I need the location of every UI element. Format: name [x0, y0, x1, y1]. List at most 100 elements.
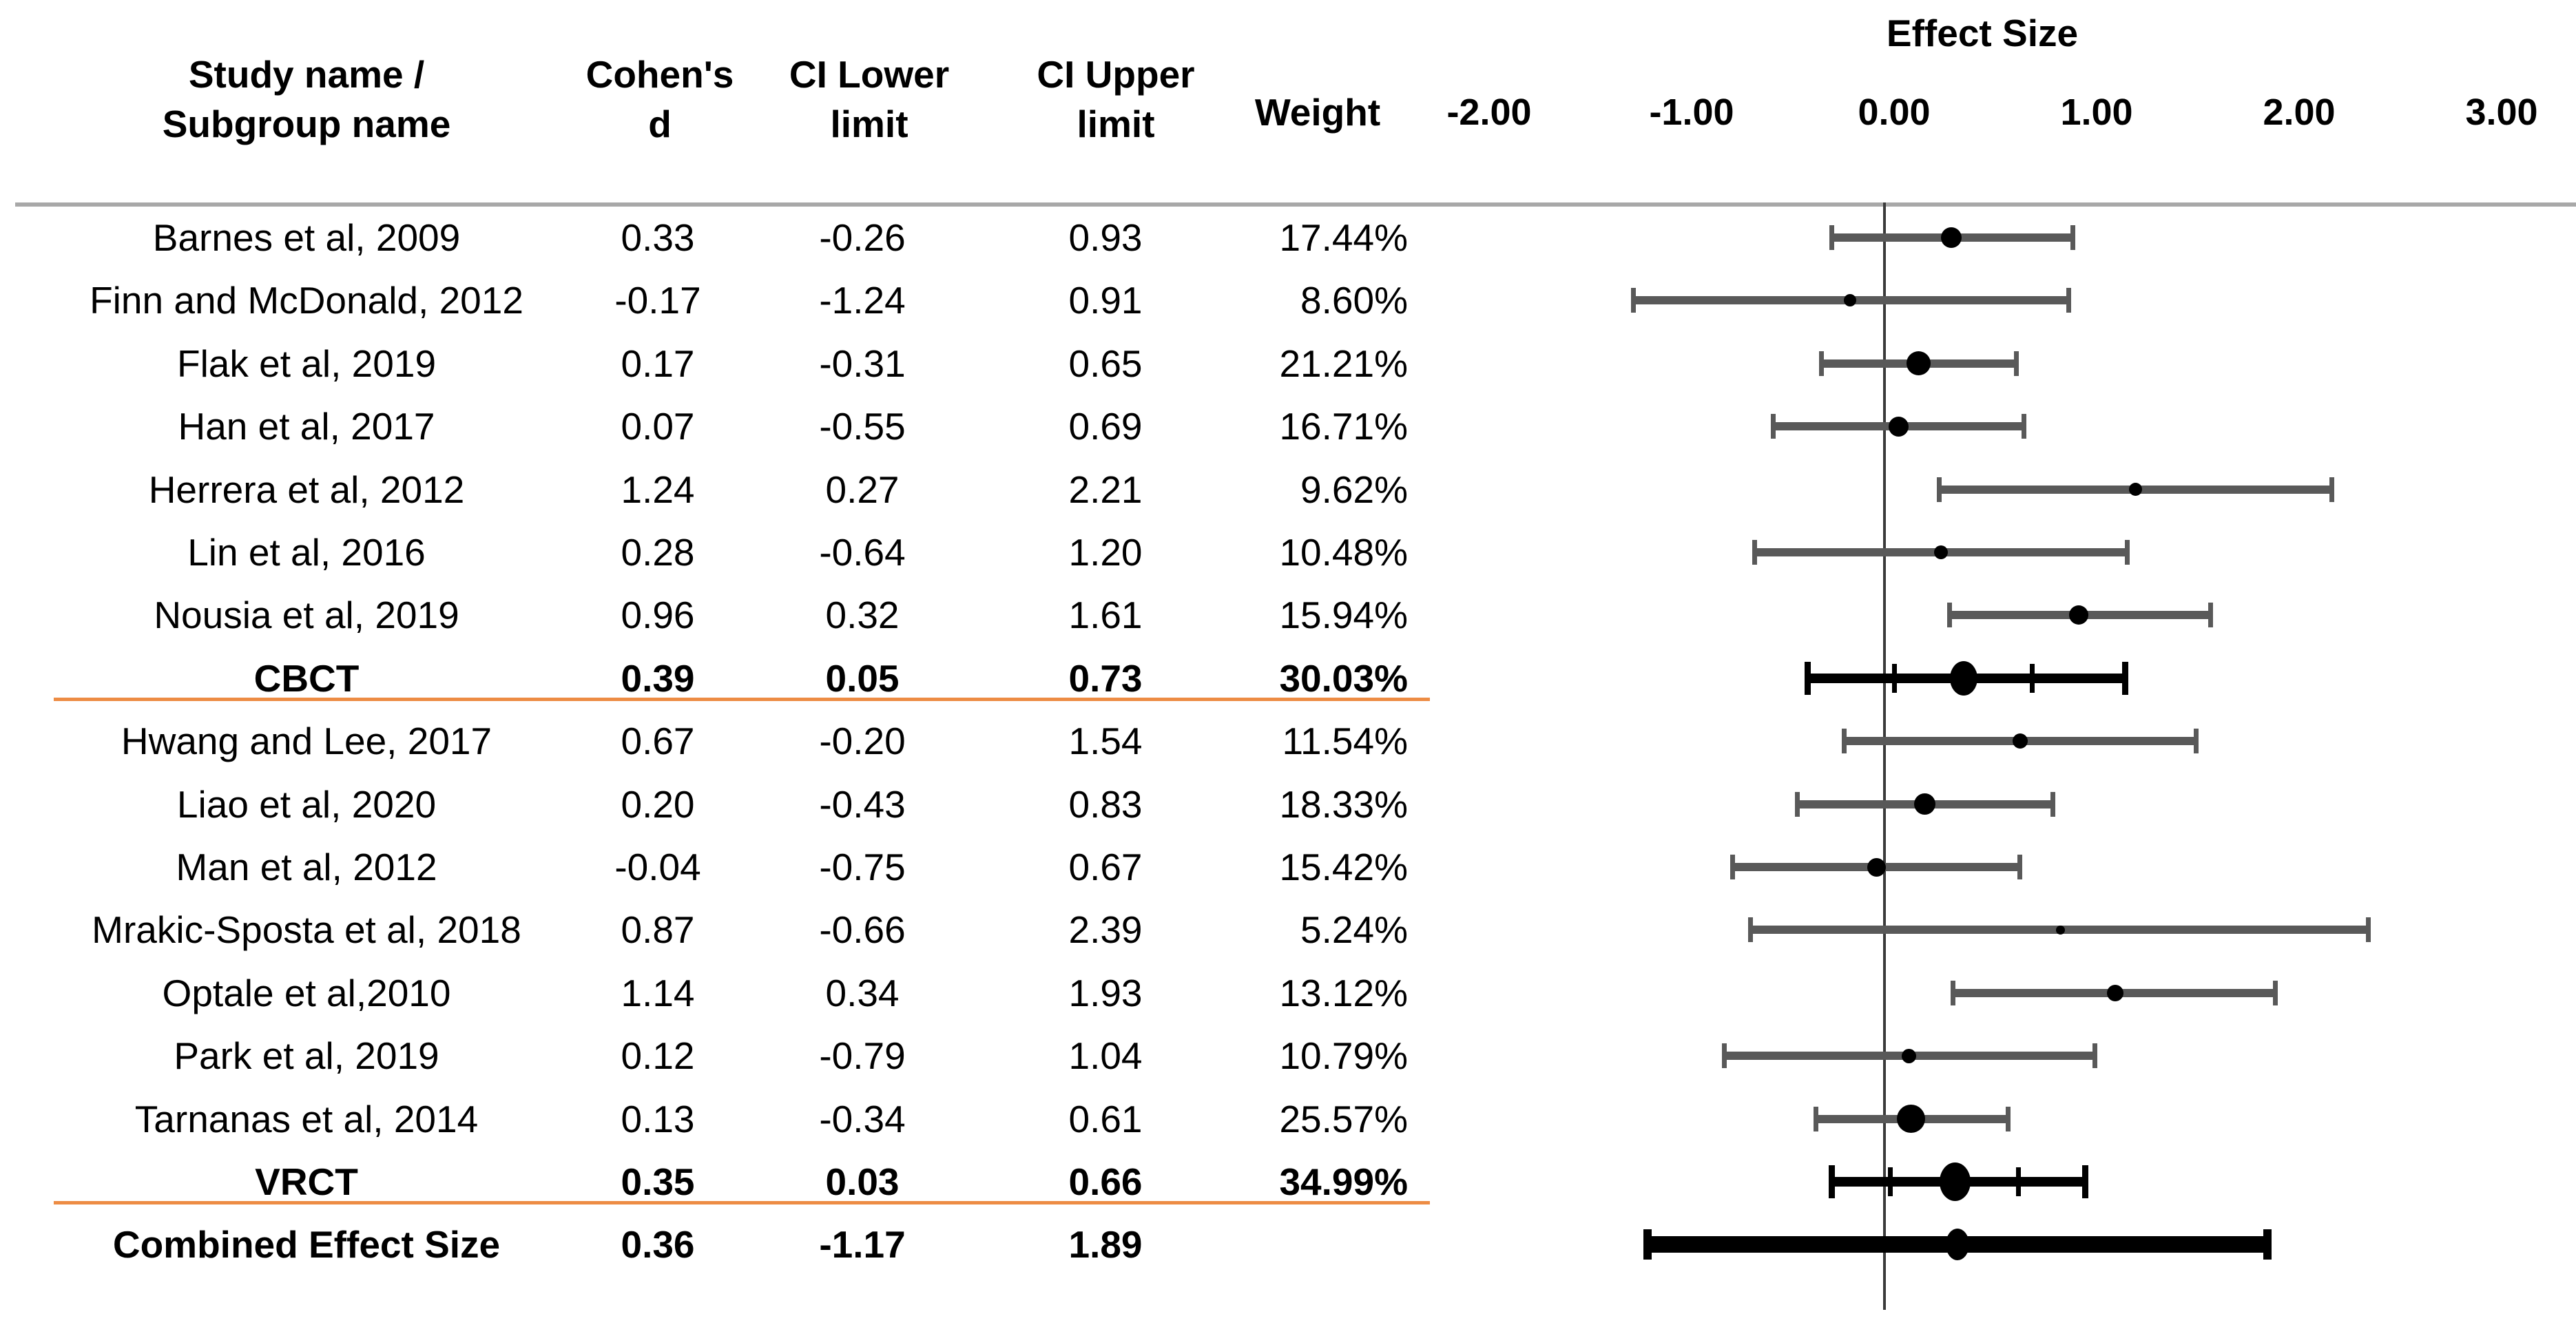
weight-value: 5.24%: [1300, 908, 1408, 952]
study-name: Barnes et al, 2009: [152, 216, 461, 259]
ci-upper-value: 1.89: [1068, 1223, 1143, 1266]
col-header-weight: Weight: [1254, 91, 1381, 134]
cohens-d-value: 0.36: [621, 1223, 695, 1266]
effect-size-dot: [2012, 733, 2028, 749]
cohens-d-value: 0.33: [621, 216, 695, 259]
weight-value: 13.12%: [1279, 971, 1408, 1014]
ci-lower-value: -0.34: [819, 1097, 906, 1140]
subgroup-divider-line: [54, 1201, 1430, 1204]
subgroup-divider-line: [54, 697, 1430, 701]
cohens-d-value: 0.17: [621, 342, 695, 385]
cohens-d-value: 0.12: [621, 1034, 695, 1078]
ci-lower-value: -0.66: [819, 908, 906, 952]
cohens-d-value: 0.67: [621, 720, 695, 763]
ci-cap-right: [2017, 855, 2023, 879]
ci-cap-right: [2366, 917, 2371, 943]
weight-value: 25.57%: [1279, 1097, 1408, 1140]
study-name: VRCT: [255, 1160, 358, 1203]
weight-value: 15.94%: [1279, 594, 1408, 637]
effect-size-dot: [1867, 857, 1886, 877]
ci-cap-right: [2272, 980, 2278, 1005]
ci-cap-left: [1752, 540, 1758, 565]
cohens-d-value: -0.17: [614, 279, 701, 322]
ci-upper-value: 0.67: [1068, 846, 1143, 888]
ci-cap-left: [1730, 855, 1735, 879]
ci-upper-value: 0.93: [1068, 216, 1143, 259]
ci-cap-left: [1936, 477, 1942, 502]
x-axis-tick-label: 2.00: [2263, 92, 2336, 133]
ci-lower-value: 0.05: [825, 656, 900, 700]
ci-upper-value: 0.66: [1068, 1160, 1143, 1203]
cohens-d-value: 1.24: [621, 468, 695, 511]
cohens-d-value: -0.04: [614, 846, 701, 888]
study-name: Nousia et al, 2019: [154, 594, 459, 637]
ci-lower-value: -0.79: [819, 1034, 906, 1078]
ci-lower-value: 0.27: [825, 468, 900, 511]
ci-lower-value: 0.32: [825, 594, 900, 637]
combined-summary-dot: [1945, 1229, 1969, 1261]
ci-lower-value: -0.55: [819, 405, 906, 448]
zero-reference-line: [1883, 202, 1886, 1310]
prediction-cap-right: [2122, 661, 2129, 695]
cohens-d-value: 0.28: [621, 531, 695, 574]
ci-cap-left: [1829, 225, 1835, 250]
ci-cap-right: [2125, 540, 2130, 565]
effect-size-dot: [2129, 483, 2143, 497]
ci-cap-right: [2092, 1043, 2098, 1069]
study-name: Man et al, 2012: [176, 846, 437, 888]
effect-size-dot: [1941, 227, 1962, 248]
ci-lower-value: -0.43: [819, 782, 906, 826]
ci-cap-left: [1841, 729, 1847, 754]
ci-tick-lower: [1888, 1167, 1893, 1196]
ci-cap-left: [1770, 414, 1776, 439]
ci-upper-value: 1.93: [1068, 971, 1143, 1014]
ci-cap-right: [2194, 729, 2199, 754]
weight-value: 9.62%: [1300, 468, 1408, 511]
combined-cap-left: [1643, 1229, 1652, 1260]
ci-upper-value: 1.61: [1068, 594, 1143, 637]
study-name: Combined Effect Size: [112, 1223, 501, 1266]
ci-lower-value: -1.17: [819, 1223, 906, 1266]
ci-lower-value: -0.75: [819, 846, 906, 888]
effect-size-dot: [2056, 925, 2066, 935]
ci-cap-left: [1813, 1106, 1818, 1131]
ci-upper-value: 0.61: [1068, 1097, 1143, 1140]
cohens-d-value: 1.14: [621, 971, 695, 1014]
ci-upper-value: 2.21: [1068, 468, 1143, 511]
ci-upper-value: 1.04: [1068, 1034, 1143, 1078]
effect-size-dot: [1901, 1048, 1916, 1063]
study-name: Hwang and Lee, 2017: [121, 720, 492, 763]
study-name: Optale et al,2010: [162, 971, 451, 1014]
weight-value: 34.99%: [1279, 1160, 1408, 1203]
ci-cap-left: [1748, 917, 1754, 943]
ci-cap-left: [1951, 980, 1956, 1005]
weight-value: 10.79%: [1279, 1034, 1408, 1078]
x-axis-tick-label: -2.00: [1446, 92, 1532, 133]
weight-value: 15.42%: [1279, 846, 1408, 888]
effect-size-dot: [1896, 1105, 1925, 1134]
cohens-d-value: 0.13: [621, 1097, 695, 1140]
study-name: Finn and McDonald, 2012: [90, 279, 523, 322]
study-name: CBCT: [253, 656, 360, 700]
ci-upper-value: 1.54: [1068, 720, 1143, 763]
study-name: Mrakic-Sposta et al, 2018: [92, 908, 521, 952]
subtotal-summary-dot: [1940, 1162, 1971, 1201]
weight-value: 10.48%: [1279, 531, 1408, 574]
ci-upper-value: 0.69: [1068, 405, 1143, 448]
ci-cap-right: [2005, 1106, 2011, 1131]
x-axis-tick-label: 0.00: [1858, 92, 1931, 133]
col-header-ci-upper-line1: CI Upper: [1037, 53, 1195, 96]
col-header-study-line1: Study name /: [188, 53, 425, 96]
ci-lower-value: 0.34: [825, 971, 900, 1014]
effect-size-dot: [2107, 984, 2124, 1001]
effect-size-dot: [1934, 545, 1949, 559]
effect-size-dot: [1914, 793, 1936, 815]
ci-lower-value: -0.20: [819, 720, 906, 763]
col-header-ci-lower-line2: limit: [830, 103, 908, 145]
effect-size-dot: [1889, 416, 1909, 437]
cohens-d-value: 0.39: [621, 656, 695, 700]
effect-size-dot: [1907, 351, 1931, 376]
subtotal-summary-dot: [1949, 660, 1977, 696]
ci-tick-lower: [1892, 663, 1898, 693]
weight-value: 21.21%: [1279, 342, 1408, 385]
